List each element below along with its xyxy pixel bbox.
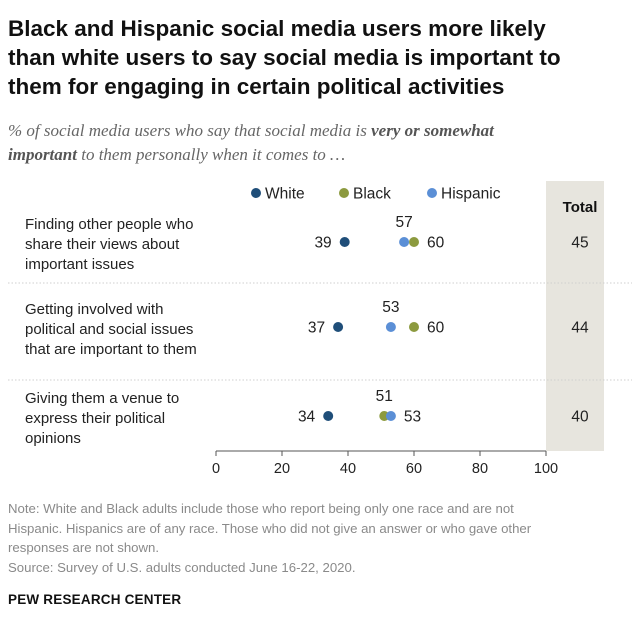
value-label-white: 39 <box>314 235 331 252</box>
title-line: Black and Hispanic social media users mo… <box>8 16 546 41</box>
legend-marker-black <box>339 188 349 198</box>
total-header: Total <box>563 199 598 216</box>
x-tick-label: 40 <box>340 461 356 477</box>
total-value: 44 <box>571 320 589 337</box>
data-point-white <box>339 237 350 247</box>
legend-label-hispanic: Hispanic <box>441 186 501 203</box>
category-label: Finding other people who <box>25 216 193 233</box>
data-point-hispanic <box>385 411 396 421</box>
legend-marker-white <box>251 188 261 198</box>
value-label-white: 37 <box>308 320 325 337</box>
x-tick-label: 20 <box>274 461 290 477</box>
note-line: Hispanic. Hispanics are of any race. Tho… <box>8 520 532 536</box>
x-tick-label: 0 <box>212 461 220 477</box>
data-point-white <box>333 322 344 332</box>
chart-title: Black and Hispanic social media users mo… <box>8 14 628 101</box>
data-point-hispanic <box>399 237 410 247</box>
title-line: them for engaging in certain political a… <box>8 74 505 99</box>
category-label: Getting involved with <box>25 301 163 318</box>
value-label-hispanic: 53 <box>382 299 399 316</box>
total-value: 45 <box>571 235 588 252</box>
category-label: express their political <box>25 410 165 427</box>
subtitle-emphasis: very or somewhat <box>371 121 494 140</box>
data-point-black <box>409 322 419 332</box>
subtitle-text: % of social media users who say that soc… <box>8 121 372 140</box>
title-line: than white users to say social media is … <box>8 45 561 70</box>
data-point-white <box>323 411 334 421</box>
value-label-hispanic: 53 <box>404 409 421 426</box>
category-label: share their views about <box>25 236 180 253</box>
category-label: opinions <box>25 430 81 447</box>
category-label: important issues <box>25 256 134 273</box>
dot-plot-chart: Total White Black Hispanic Finding other peo… <box>8 181 632 477</box>
pew-research-logo-text: PEW RESEARCH CENTER <box>8 592 182 607</box>
note-line: Note: White and Black adults include tho… <box>8 501 514 516</box>
category-label: that are important to them <box>25 341 197 358</box>
source-line: Source: Survey of U.S. adults conducted … <box>8 559 356 575</box>
value-label-black: 51 <box>376 388 393 405</box>
chart-subtitle: % of social media users who say that soc… <box>8 119 628 167</box>
category-label: political and social issues <box>25 321 193 338</box>
subtitle-emphasis: important <box>8 145 77 164</box>
legend-label-black: Black <box>353 186 391 203</box>
x-tick-label: 80 <box>472 461 488 477</box>
value-label-black: 60 <box>427 235 445 252</box>
data-point-hispanic <box>385 322 396 332</box>
legend-label-white: White <box>265 186 305 203</box>
legend-marker-hispanic <box>427 188 437 198</box>
x-tick-label: 100 <box>534 461 558 477</box>
subtitle-text: to them personally when it comes to … <box>76 145 346 164</box>
chart-notes: Note: White and Black adults include tho… <box>8 499 633 577</box>
value-label-white: 34 <box>298 409 316 426</box>
total-value: 40 <box>571 409 589 426</box>
total-column-bg <box>546 181 604 451</box>
value-label-hispanic: 57 <box>395 214 412 231</box>
x-tick-label: 60 <box>406 461 422 477</box>
data-point-black <box>409 237 419 247</box>
value-label-black: 60 <box>427 320 445 337</box>
note-line: responses are not shown. <box>8 540 160 555</box>
category-label: Giving them a venue to <box>25 390 179 407</box>
